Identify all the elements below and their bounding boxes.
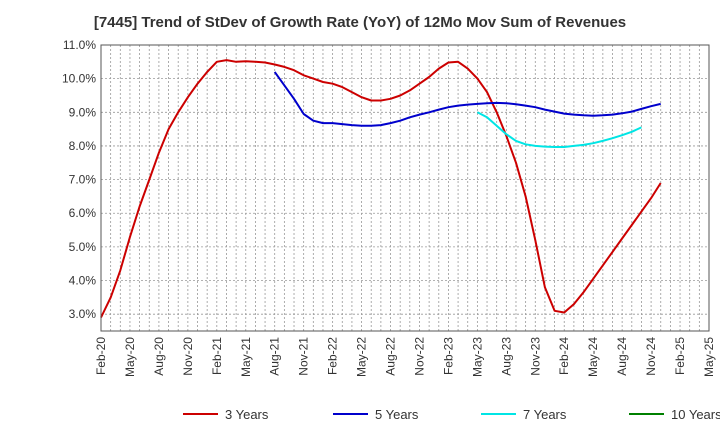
x-tick-label: Feb-20: [94, 337, 108, 375]
y-tick-label: 9.0%: [69, 105, 97, 119]
series-line-5-years: [273, 71, 661, 127]
y-tick-label: 5.0%: [69, 240, 97, 254]
x-tick-label: Aug-21: [268, 337, 282, 376]
y-tick-label: 6.0%: [69, 206, 97, 220]
y-axis-ticks: 3.0% 4.0% 5.0% 6.0% 7.0% 8.0% 9.0% 10.0% 11.0%: [62, 38, 96, 321]
y-tick-label: 7.0%: [69, 173, 97, 187]
x-tick-label: Aug-20: [152, 337, 166, 376]
x-tick-label: Nov-21: [297, 337, 311, 376]
series-line-7-years: [476, 111, 642, 148]
x-tick-label: Aug-24: [615, 337, 629, 376]
x-tick-label: Feb-23: [441, 337, 455, 375]
x-tick-label: Nov-22: [412, 337, 426, 376]
series-lines: [100, 59, 662, 318]
x-tick-label: May-24: [586, 337, 600, 377]
plot-frame: [100, 44, 710, 332]
x-tick-label: May-22: [355, 337, 369, 377]
x-tick-label: Feb-25: [673, 337, 687, 375]
y-tick-label: 3.0%: [69, 307, 97, 321]
chart-title: [7445] Trend of StDev of Growth Rate (Yo…: [93, 14, 627, 31]
grid: [101, 44, 709, 331]
x-tick-label: Aug-23: [499, 337, 513, 376]
x-tick-label: Feb-22: [326, 337, 340, 375]
x-tick-label: Feb-21: [210, 337, 224, 375]
x-tick-label: May-21: [239, 337, 253, 377]
legend-label: 5 Years: [375, 407, 419, 422]
y-tick-label: 11.0%: [63, 38, 96, 52]
x-tick-label: Feb-24: [557, 337, 571, 375]
y-tick-label: 8.0%: [69, 139, 97, 153]
x-axis-ticks: Feb-20 May-20 Aug-20 Nov-20 Feb-21 May-21 Aug-…: [94, 337, 716, 377]
legend-label: 10 Years: [671, 407, 720, 422]
x-tick-label: Nov-23: [528, 337, 542, 376]
x-tick-label: Nov-24: [644, 337, 658, 376]
y-tick-label: 10.0%: [62, 72, 96, 86]
y-tick-label: 4.0%: [69, 274, 97, 288]
x-tick-label: Aug-22: [384, 337, 398, 376]
x-tick-label: May-25: [702, 337, 716, 377]
legend-label: 7 Years: [523, 407, 567, 422]
legend-label: 3 Years: [225, 407, 269, 422]
legend: 3 Years 5 Years 7 Years 10 Years: [183, 407, 720, 422]
x-tick-label: Nov-20: [181, 337, 195, 376]
x-tick-label: May-20: [123, 337, 137, 377]
x-tick-label: May-23: [470, 337, 484, 377]
series-line-3-years: [100, 59, 662, 318]
